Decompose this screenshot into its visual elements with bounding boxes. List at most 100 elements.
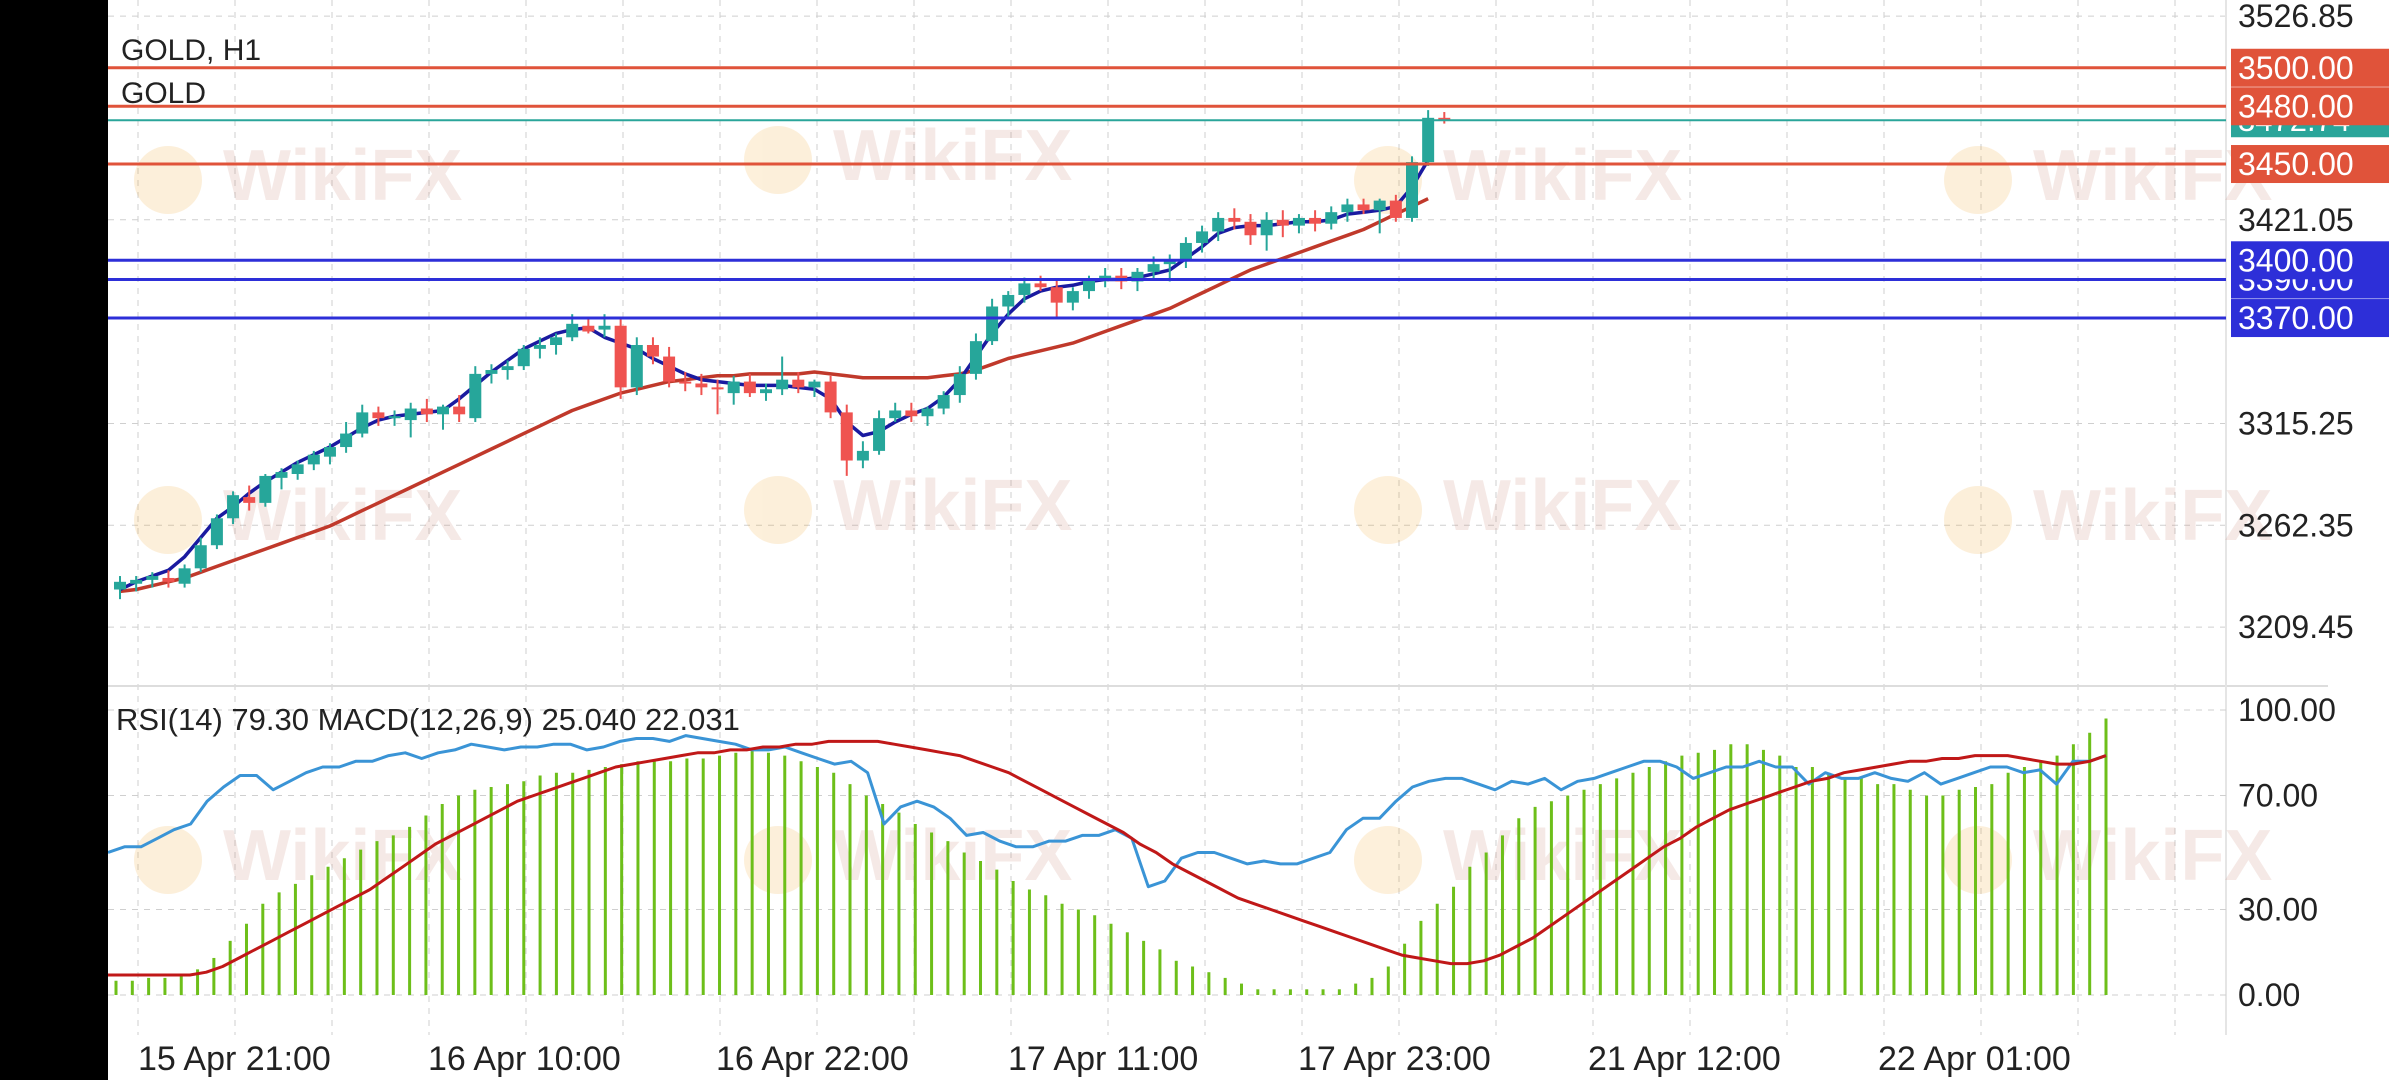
candle: [969, 333, 982, 380]
candle-body: [210, 518, 223, 546]
candle-body: [340, 433, 353, 448]
price-tick-label: 3421.05: [2238, 202, 2354, 238]
time-tick-label: 17 Apr 11:00: [1008, 1040, 1198, 1078]
macd-signal-line: [108, 739, 2107, 977]
time-tick-label: 15 Apr 21:00: [138, 1040, 331, 1078]
watermark-text: WikiFX: [1443, 816, 1682, 896]
candle: [1212, 212, 1225, 242]
time-axis: 15 Apr 21:00 16 Apr 10:00 16 Apr 22:00 17 A…: [138, 1040, 2071, 1078]
horizontal-levels[interactable]: 3472.743370.003390.003400.003450.003480.…: [108, 48, 2389, 338]
watermark-badge-icon: [1354, 476, 1422, 544]
candle-body: [598, 325, 611, 330]
chart-stage[interactable]: WikiFX WikiFX WikiFX WikiFX WikiFX WikiFX Wiki…: [108, 0, 2400, 1080]
candle-body: [194, 545, 207, 569]
candle: [388, 410, 401, 426]
candle-body: [663, 356, 676, 382]
candle-body: [711, 387, 724, 390]
time-tick-label: 16 Apr 22:00: [716, 1040, 909, 1078]
candle: [679, 371, 692, 392]
watermark-badge-icon: [1354, 826, 1422, 894]
watermark-logo: WikiFX: [744, 466, 1072, 546]
candle-body: [873, 418, 886, 451]
watermark-badge-icon: [134, 486, 202, 554]
candle-body: [1099, 275, 1112, 280]
candle-body: [986, 306, 999, 342]
candle: [501, 360, 514, 380]
level-label: 3450.00: [2238, 146, 2354, 182]
candle: [323, 443, 336, 465]
candle: [420, 398, 433, 423]
candle-body: [646, 345, 659, 357]
candle-body: [1292, 217, 1305, 226]
candle-body: [1002, 294, 1015, 307]
candle: [873, 410, 886, 455]
watermark-badge-icon: [744, 826, 812, 894]
candle: [1341, 198, 1354, 222]
candle: [162, 570, 175, 588]
watermark-logo: WikiFX: [744, 116, 1072, 196]
level-tag[interactable]: [2231, 87, 2389, 126]
price-axis: 3526.85 3421.05 3315.25 3262.35 3209.45: [2238, 0, 2354, 645]
candle-body: [1406, 162, 1418, 218]
candle: [259, 473, 272, 507]
candle: [1179, 237, 1192, 268]
candle: [210, 514, 223, 550]
candle-body: [1373, 200, 1386, 211]
candle: [986, 298, 999, 345]
candle-body: [808, 381, 821, 388]
watermark-logo: WikiFX: [744, 816, 1072, 896]
level-tag[interactable]: [2231, 145, 2389, 184]
candle: [711, 379, 724, 415]
watermark-badge-icon: [1944, 486, 2012, 554]
candle-body: [679, 381, 692, 384]
candle: [372, 406, 385, 426]
candle-body: [485, 370, 498, 374]
candle: [469, 366, 482, 423]
watermark-logo: WikiFX: [1354, 466, 1682, 546]
candle-body: [356, 412, 369, 434]
candle-body: [727, 381, 740, 394]
candle-body: [275, 472, 288, 478]
candle-body: [146, 576, 159, 580]
candle: [307, 450, 320, 471]
candle: [1066, 287, 1079, 311]
candle-body: [162, 577, 175, 582]
price-tick-label: 3262.35: [2238, 507, 2354, 543]
level-tag[interactable]: [2231, 241, 2389, 280]
candle: [1018, 277, 1031, 303]
candle: [840, 404, 853, 476]
indicator-tick-label: 70.00: [2238, 778, 2318, 814]
candle-body: [437, 406, 449, 415]
level-tag[interactable]: [2231, 48, 2389, 87]
time-tick-label: 17 Apr 23:00: [1298, 1040, 1491, 1078]
indicator-label: RSI(14) 79.30 MACD(12,26,9) 25.040 22.03…: [116, 702, 740, 737]
candle-body: [937, 395, 950, 409]
candle-body: [760, 389, 772, 394]
candle: [695, 373, 708, 396]
candle: [663, 346, 676, 388]
candle: [1228, 208, 1241, 230]
level-label: 3400.00: [2238, 242, 2354, 278]
candle: [1406, 156, 1418, 222]
time-tick-label: 22 Apr 01:00: [1878, 1040, 2071, 1078]
level-tag[interactable]: [2231, 299, 2389, 338]
candle: [1325, 206, 1338, 230]
candle-body: [1244, 221, 1257, 236]
candle: [1373, 198, 1386, 234]
candle: [582, 318, 595, 334]
candle-body: [372, 412, 385, 419]
watermark-text: WikiFX: [833, 116, 1072, 196]
chart-svg[interactable]: WikiFX WikiFX WikiFX WikiFX WikiFX WikiFX Wiki…: [108, 0, 2400, 1080]
candlesticks: [114, 110, 1451, 600]
time-tick-label: 16 Apr 10:00: [428, 1040, 621, 1078]
candle-body: [792, 379, 805, 388]
candle: [227, 491, 240, 525]
ma-slow-line: [119, 197, 1429, 594]
candle-body: [1018, 283, 1031, 295]
candle: [1357, 198, 1370, 215]
candle-body: [1083, 279, 1095, 292]
candle-body: [1066, 291, 1079, 303]
candle: [937, 391, 950, 415]
candle-body: [550, 337, 563, 345]
level-label: 3480.00: [2238, 88, 2354, 124]
